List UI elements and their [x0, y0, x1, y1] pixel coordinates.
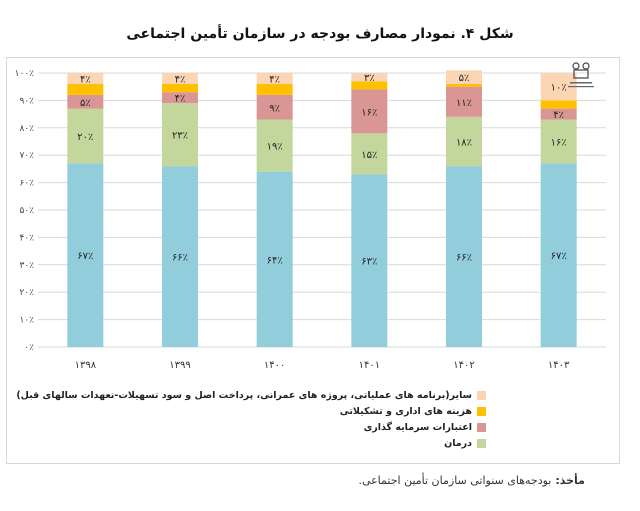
y-tick-label: ۵۰٪: [19, 206, 34, 216]
chart-title: شکل ۴. نمودار مصارف بودجه در سازمان تأمی…: [126, 26, 514, 42]
data-label: ۴٪: [175, 74, 186, 85]
data-label: ۱۱٪: [456, 98, 472, 109]
data-label: ۶۳٪: [361, 257, 377, 268]
data-label: ۱۵٪: [361, 150, 377, 161]
legend-label: سایر(برنامه های عملیاتی، پروژه های عمران…: [16, 389, 472, 401]
bar-segment: [162, 92, 198, 104]
data-label: ۱۸٪: [456, 138, 472, 149]
bar-segment: [256, 73, 293, 84]
x-tick-label: ۱۴۰۲: [453, 360, 474, 371]
y-tick-label: ۱۰٪: [19, 316, 34, 326]
legend-label: اعتبارات سرمایه گذاری: [363, 421, 472, 433]
bar-segment: [67, 83, 104, 95]
data-label: ۱۰٪: [551, 83, 567, 94]
bar-segment: [256, 94, 293, 120]
legend-swatch: [477, 390, 486, 400]
bar-segment: [256, 119, 293, 172]
legend-item: هزینه های اداری و تشکیلاتی: [16, 403, 486, 419]
data-label: ۵٪: [80, 98, 91, 109]
bar-segment: [446, 166, 482, 347]
data-label: ۱۹٪: [267, 142, 283, 153]
source-label: مأخذ:: [555, 474, 585, 487]
bar-segment: [256, 83, 293, 95]
bar-segment: [351, 81, 388, 90]
y-tick-label: ۱۰۰٪: [15, 69, 35, 79]
bar-segment: [67, 73, 104, 84]
legend-item: سایر(برنامه های عملیاتی، پروژه های عمران…: [16, 387, 486, 403]
source-note: مأخذ:بودجه‌های سنواتی سازمان تأمین اجتما…: [358, 474, 585, 487]
data-label: ۶۶٪: [172, 253, 188, 264]
legend: سایر(برنامه های عملیاتی، پروژه های عمران…: [16, 387, 486, 451]
legend-label: هزینه های اداری و تشکیلاتی: [339, 405, 472, 417]
data-label: ۹٪: [269, 103, 280, 114]
data-label: ۱۶٪: [551, 138, 567, 149]
bar-segment: [67, 163, 104, 347]
x-tick-label: ۱۳۹۸: [75, 360, 97, 371]
bar-segment: [162, 83, 198, 93]
data-label: ۶۷٪: [77, 251, 93, 262]
y-tick-label: ۳۰٪: [19, 261, 34, 271]
data-label: ۴٪: [175, 94, 186, 105]
chart-frame: [6, 57, 620, 464]
y-tick-label: ۲۰٪: [19, 288, 34, 298]
x-tick-label: ۱۳۹۹: [169, 360, 190, 371]
legend-item: اعتبارات سرمایه گذاری: [16, 419, 486, 435]
legend-item: درمان: [16, 435, 486, 451]
x-tick-label: ۱۴۰۰: [264, 360, 285, 371]
bar-segment: [446, 83, 482, 87]
organization-logo: [566, 60, 596, 92]
bar-segment: [540, 108, 577, 120]
bar-segment: [67, 94, 104, 109]
y-tick-label: ۶۰٪: [19, 179, 34, 189]
bar-segment: [351, 89, 388, 134]
data-label: ۵٪: [459, 73, 470, 84]
bar-segment: [162, 73, 198, 84]
y-tick-label: ۸۰٪: [19, 124, 34, 134]
source-text: بودجه‌های سنواتی سازمان تأمین اجتماعی.: [358, 474, 552, 487]
y-tick-label: ۰٪: [24, 343, 34, 353]
data-label: ۱۶٪: [361, 107, 377, 118]
bar-segment: [162, 103, 198, 167]
bar-segment: [162, 166, 198, 347]
bar-segment: [351, 73, 388, 82]
bar-segment: [446, 116, 482, 167]
legend-swatch: [477, 422, 486, 432]
data-label: ۶۴٪: [267, 255, 283, 266]
x-tick-label: ۱۴۰۳: [548, 360, 570, 371]
y-tick-label: ۷۰٪: [19, 151, 34, 161]
bar-segment: [67, 108, 104, 164]
bar-segment: [351, 174, 388, 347]
data-label: ۲۰٪: [77, 132, 93, 143]
y-tick-label: ۹۰٪: [19, 96, 34, 106]
x-tick-label: ۱۴۰۱: [359, 360, 380, 371]
bar-segment: [540, 119, 577, 164]
data-label: ۴٪: [80, 74, 91, 85]
legend-swatch: [477, 438, 486, 448]
data-label: ۲۳٪: [172, 131, 188, 142]
data-label: ۴٪: [553, 110, 564, 121]
data-label: ۶۶٪: [456, 253, 472, 264]
data-label: ۳٪: [364, 73, 375, 84]
bar-segment: [446, 70, 482, 84]
y-tick-label: ۴۰٪: [19, 233, 34, 243]
data-label: ۶۷٪: [551, 251, 567, 262]
legend-swatch: [477, 406, 486, 416]
bar-segment: [256, 171, 293, 347]
bar-segment: [540, 163, 577, 347]
bar-segment: [351, 133, 388, 175]
bar-segment: [446, 86, 482, 117]
data-label: ۴٪: [269, 74, 280, 85]
bar-segment: [540, 100, 577, 109]
legend-label: درمان: [444, 437, 472, 449]
